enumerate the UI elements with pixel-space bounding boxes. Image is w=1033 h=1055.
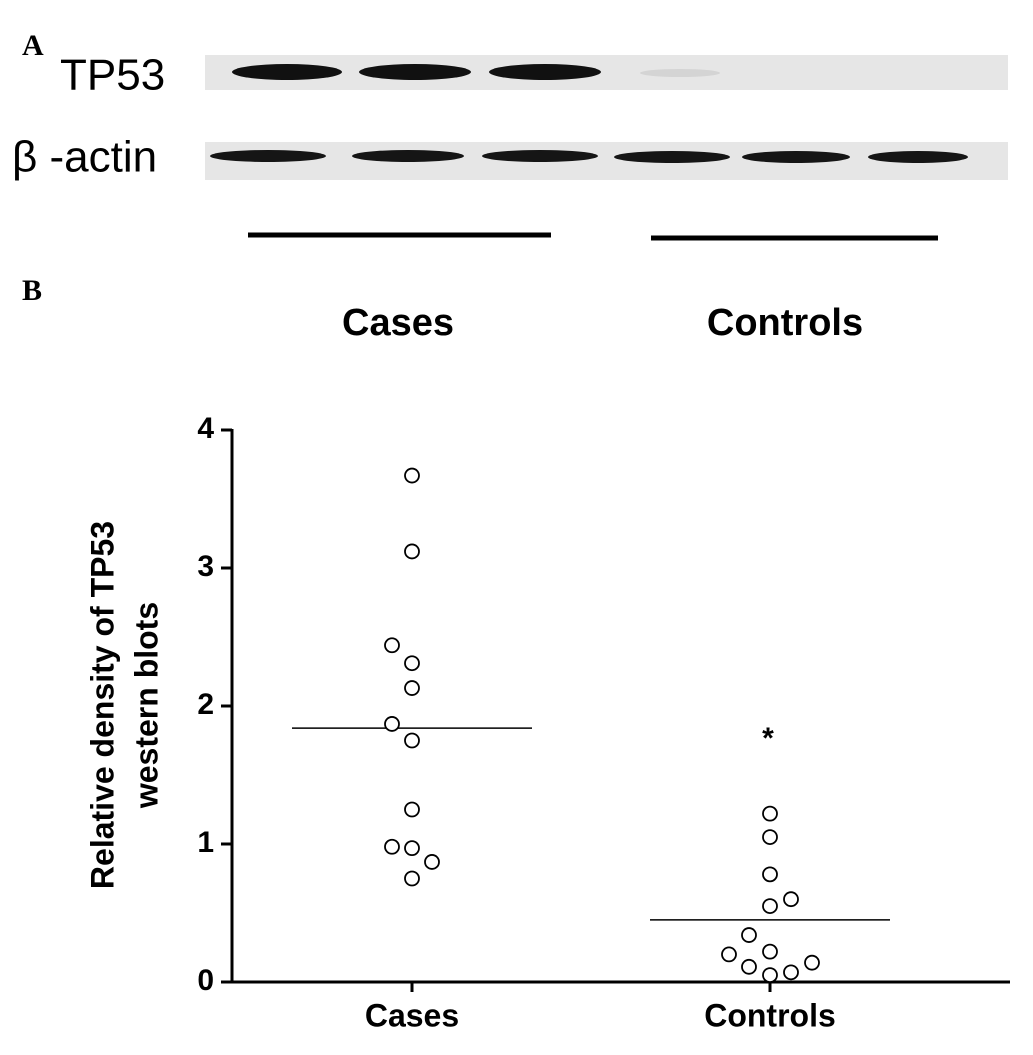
point [762, 805, 778, 822]
point [404, 801, 420, 818]
band [210, 150, 326, 162]
point [721, 946, 737, 963]
band [614, 151, 730, 163]
point [762, 943, 778, 960]
x-tick-label: Controls [704, 997, 836, 1033]
row-label: TP53 [60, 51, 165, 100]
y-label-line: western blots [128, 602, 164, 809]
point [404, 732, 420, 749]
band [482, 150, 598, 162]
point [783, 891, 799, 908]
point [741, 958, 757, 975]
point [404, 543, 420, 560]
panel-label: B [22, 274, 42, 307]
point [404, 840, 420, 857]
panel-label: A [22, 29, 44, 62]
point [762, 829, 778, 845]
point [741, 927, 757, 943]
point [384, 716, 400, 732]
row-label: β -actin [12, 133, 157, 182]
point [404, 680, 420, 696]
y-tick-label: 1 [197, 826, 214, 859]
point [404, 870, 420, 887]
blot [205, 55, 1008, 180]
band [640, 69, 720, 77]
y-tick-label: 3 [197, 550, 214, 583]
point [783, 964, 799, 981]
point [804, 954, 820, 971]
point [404, 655, 420, 672]
group-label: Controls [707, 302, 863, 344]
y-label-line: Relative density of TP53 [84, 521, 120, 889]
group-label: Cases [342, 302, 454, 344]
x-tick-label: Cases [365, 997, 459, 1033]
blot-strip [205, 142, 1008, 180]
point [424, 854, 440, 870]
y-label: Relative density of TP53 western blots [84, 521, 164, 889]
point [762, 967, 778, 983]
point [762, 866, 778, 883]
point [384, 637, 400, 654]
y-tick-label: 4 [197, 412, 214, 445]
band [359, 64, 471, 80]
band [352, 150, 464, 162]
band [742, 151, 850, 163]
band [489, 64, 601, 80]
point [404, 467, 420, 484]
annotation: * [762, 722, 774, 755]
band [868, 151, 968, 163]
band [232, 64, 342, 80]
y-tick-label: 2 [197, 688, 214, 721]
point [762, 898, 778, 914]
y-tick-label: 0 [197, 964, 214, 997]
point [384, 838, 400, 855]
